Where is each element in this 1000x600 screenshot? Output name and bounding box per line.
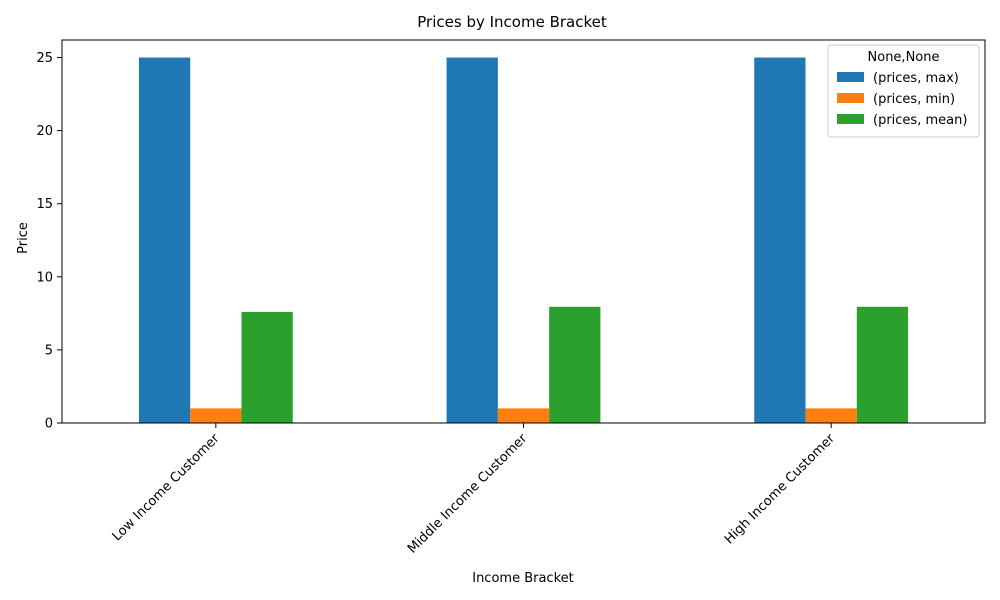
plot-frame: [61, 39, 986, 424]
legend-entry-label: (prices, mean): [873, 113, 967, 128]
x-axis-title: Income Bracket: [472, 571, 574, 586]
y-tick-label: 20: [36, 124, 53, 139]
legend-swatch: [837, 114, 864, 124]
x-axis: Low Income Customer Middle Income Custome…: [110, 423, 839, 557]
bar-0-0: [138, 57, 191, 423]
legend-box: [827, 44, 980, 138]
y-tick-label: 25: [36, 51, 53, 66]
bar-1-1: [497, 408, 550, 423]
x-tick-label: High Income Customer: [722, 431, 839, 548]
bar-2-2: [856, 306, 909, 423]
bar-2-1: [805, 408, 857, 423]
y-tick-label: 5: [45, 343, 53, 358]
y-tick-label: 0: [45, 417, 53, 432]
legend-entry-label: (prices, min): [873, 92, 955, 107]
x-tick-label: Low Income Customer: [110, 431, 223, 544]
bar-1-2: [549, 306, 601, 423]
chart-title: Prices by Income Bracket: [417, 13, 607, 31]
bar-0-1: [190, 408, 242, 423]
legend-swatch: [837, 72, 864, 82]
legend-swatch: [837, 93, 864, 103]
y-tick-label: 15: [36, 197, 53, 212]
legend-title: None,None: [868, 50, 940, 65]
y-axis-title: Price: [16, 222, 31, 254]
y-axis: 0 5 10 15 20 25: [36, 51, 62, 432]
bar-0-2: [241, 311, 293, 423]
x-tick-label: Middle Income Customer: [405, 431, 531, 557]
bar-2-0: [754, 57, 806, 423]
bars-layer: [138, 57, 909, 423]
y-tick-label: 10: [36, 270, 53, 285]
legend: None,None (prices, max) (prices, min) (pri…: [827, 44, 980, 138]
legend-entry-label: (prices, max): [873, 71, 959, 86]
bar-1-0: [446, 57, 498, 423]
